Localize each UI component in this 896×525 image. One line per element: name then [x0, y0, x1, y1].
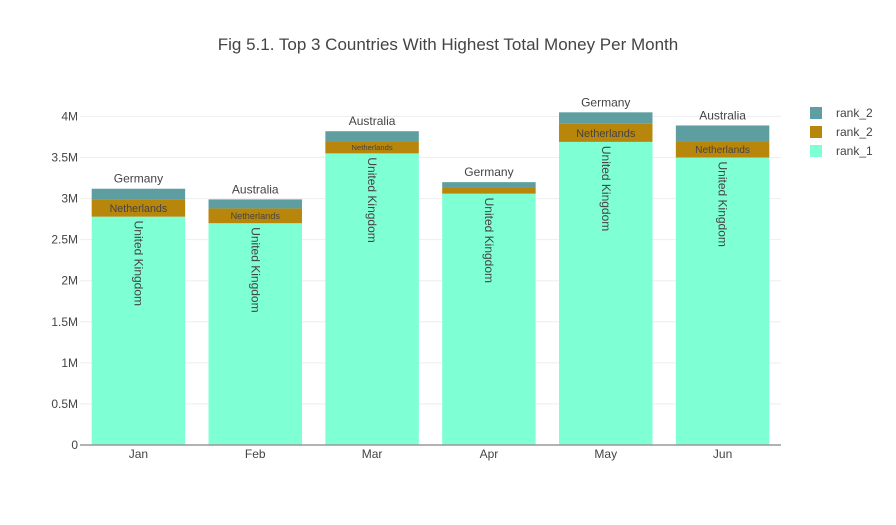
bar-label: Germany: [114, 172, 163, 186]
bar-label: Germany: [581, 95, 630, 109]
y-tick-label: 1M: [61, 356, 78, 370]
y-tick-label: 3.5M: [51, 151, 78, 165]
x-tick-label: Apr: [480, 447, 499, 461]
y-tick-label: 3M: [61, 192, 78, 206]
bar-rank_1: [675, 157, 770, 445]
bar-rank_1: [442, 193, 536, 445]
y-tick-label: 1.5M: [51, 315, 78, 329]
bar-rank_2: [675, 125, 770, 142]
gridlines: [80, 115, 781, 405]
bar-label: Germany: [464, 165, 513, 179]
y-tick-label: 2M: [61, 274, 78, 288]
bar-label: Netherlands: [352, 143, 393, 152]
bars: [91, 112, 770, 445]
bar-label: United Kingdom: [599, 146, 613, 231]
bar-rank_1: [91, 216, 186, 445]
bar-label: Australia: [349, 114, 396, 128]
legend-swatch: [810, 145, 822, 157]
bar-label: Australia: [232, 182, 279, 196]
bar-label: Australia: [699, 108, 746, 122]
bar-label: Netherlands: [110, 203, 168, 215]
axes: 0 0.5M 1M 1.5M 2M 2.5M 3M 3.5M 4M Jan Feb Mar Apr May…: [51, 109, 781, 461]
bar-label: United Kingdom: [716, 162, 730, 247]
legend[interactable]: rank_2 rank_2 rank_1: [810, 106, 873, 158]
y-tick-label: 0.5M: [51, 397, 78, 411]
bar-label: United Kingdom: [131, 221, 145, 306]
bar-rank_2: [559, 123, 653, 142]
x-tick-label: May: [594, 447, 617, 461]
bar-rank_1: [208, 223, 302, 445]
bar-rank_2: [442, 182, 536, 188]
y-tick-label: 4M: [61, 109, 78, 123]
bar-rank_2: [675, 141, 770, 158]
bar-rank_1: [559, 141, 653, 445]
bar-label: Netherlands: [695, 145, 750, 156]
legend-swatch: [810, 126, 822, 138]
bar-rank_2: [325, 131, 419, 142]
bar-rank_2: [559, 112, 653, 124]
bar-rank_2: [442, 187, 536, 194]
bar-label: Netherlands: [576, 128, 636, 140]
y-tick-label: 0: [71, 438, 78, 452]
bar-rank_2: [91, 199, 186, 217]
chart-title: Fig 5.1. Top 3 Countries With Highest To…: [218, 35, 679, 54]
x-tick-label: Jan: [129, 447, 148, 461]
x-tick-label: Mar: [362, 447, 383, 461]
legend-label: rank_1: [836, 144, 873, 158]
x-tick-label: Jun: [713, 447, 732, 461]
bar-rank_2: [325, 141, 419, 154]
bar-rank_2: [208, 199, 302, 209]
bar-rank_1: [325, 153, 419, 445]
bar-label: Netherlands: [231, 211, 281, 221]
bar-label: United Kingdom: [365, 157, 379, 242]
bar-labels: United Kingdom United Kingdom United Kingd…: [110, 95, 750, 312]
y-tick-label: 2.5M: [51, 233, 78, 247]
legend-label: rank_2: [836, 125, 873, 139]
bar-rank_2: [91, 188, 186, 200]
legend-label: rank_2: [836, 106, 873, 120]
bar-rank_2: [208, 208, 302, 224]
bar-label: United Kingdom: [248, 227, 262, 312]
bar-label: United Kingdom: [482, 198, 496, 283]
x-tick-label: Feb: [245, 447, 266, 461]
legend-swatch: [810, 107, 822, 119]
